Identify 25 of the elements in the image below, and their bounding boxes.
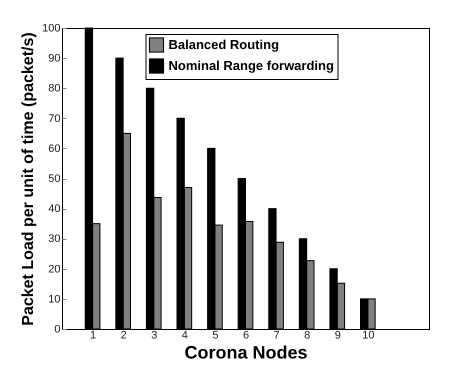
y-tick-label: 30: [48, 233, 60, 246]
x-tick-label: 7: [274, 330, 280, 342]
x-axis-title: Corona Nodes: [184, 342, 308, 362]
y-tick-label: 80: [48, 82, 60, 95]
x-tick-label: 10: [362, 330, 374, 342]
y-tick-label: 70: [48, 112, 60, 125]
x-tick-label: 8: [304, 330, 310, 342]
x-tick-label: 2: [120, 330, 127, 342]
y-tick-label: 40: [48, 203, 60, 216]
y-axis-title: Packet Load per unit of time (packet/s): [20, 32, 38, 326]
y-tick-label: 50: [48, 173, 60, 185]
x-tick-label: 6: [242, 330, 250, 342]
x-tick-label: 1: [90, 330, 96, 342]
x-tick-label: 3: [151, 330, 158, 342]
legend-label: Balanced Routing: [168, 37, 280, 52]
legend-label: Nominal Range forwarding: [168, 58, 334, 73]
y-tick-label: 100: [42, 22, 60, 34]
y-tick-label: 10: [48, 293, 60, 306]
y-tick-label: 90: [48, 52, 60, 65]
y-tick-label: 60: [48, 142, 60, 155]
x-tick-label: 4: [182, 330, 188, 342]
y-tick-label: 20: [48, 263, 60, 276]
y-tick-label: 0: [54, 324, 60, 336]
x-tick-label: 5: [212, 330, 218, 342]
x-tick-label: 9: [334, 330, 341, 342]
